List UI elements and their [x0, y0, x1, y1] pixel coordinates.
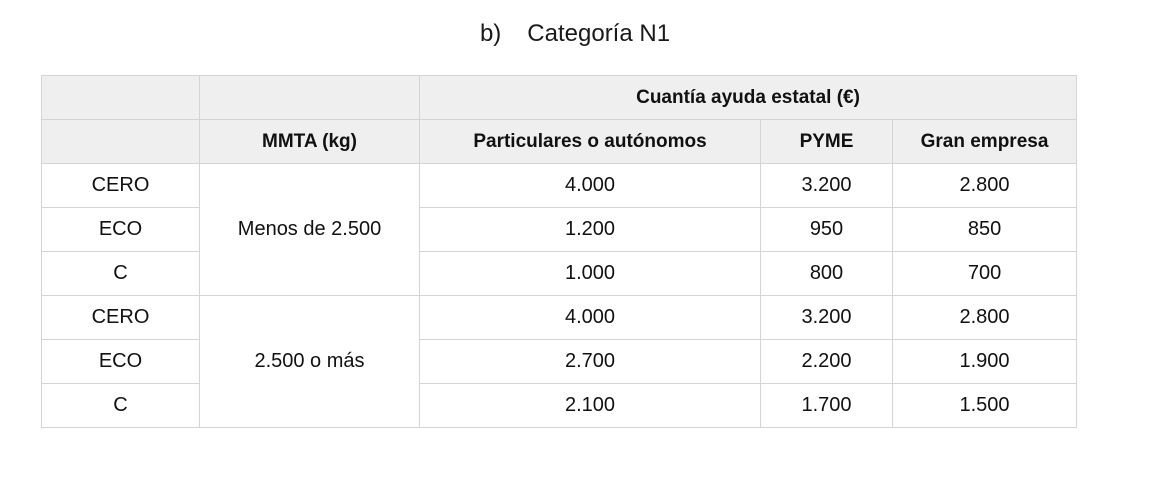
row-label: C [41, 251, 200, 296]
header-empty-cell [199, 75, 420, 120]
particulares-cell: 1.000 [419, 251, 761, 296]
table-row: ECO 2.700 2.200 1.900 [41, 339, 1078, 384]
mmta-cell: Menos de 2.500 [199, 163, 420, 296]
group-header-state-aid: Cuantía ayuda estatal (€) [418, 75, 1078, 120]
particulares-cell: 1.200 [419, 207, 761, 252]
particulares-cell: 2.700 [419, 339, 761, 384]
table-row: CERO 2.500 o más 4.000 3.200 2.800 [41, 295, 1078, 428]
row-label: ECO [41, 339, 200, 384]
particulares-cell: 4.000 [419, 295, 761, 340]
row-label: ECO [41, 207, 200, 252]
row-label: CERO [41, 295, 200, 340]
header-particulares: Particulares o autónomos [419, 119, 761, 164]
pyme-cell: 1.700 [760, 383, 893, 428]
header-row-columns: MMTA (kg) Particulares o autónomos PYME … [41, 119, 1078, 164]
pyme-cell: 2.200 [760, 339, 893, 384]
table-row: CERO Menos de 2.500 4.000 3.200 2.800 [41, 163, 1078, 296]
gran-empresa-cell: 2.800 [891, 295, 1078, 340]
mmta-cell: 2.500 o más [199, 295, 420, 428]
row-label: C [41, 383, 200, 428]
gran-empresa-cell: 850 [891, 207, 1078, 252]
header-empty-cell [41, 75, 200, 120]
header-label-cell [41, 119, 200, 164]
particulares-cell: 2.100 [419, 383, 761, 428]
table-row: C 1.000 800 700 [41, 251, 1078, 296]
pyme-cell: 800 [760, 251, 893, 296]
gran-empresa-cell: 2.800 [891, 163, 1078, 208]
gran-empresa-cell: 700 [891, 251, 1078, 296]
section-marker: b) [479, 20, 502, 47]
table-row: ECO 1.200 950 850 [41, 207, 1078, 252]
table-row: C 2.100 1.700 1.500 [41, 383, 1078, 428]
section-heading: b) Categoría N1 [0, 14, 1150, 54]
row-label: CERO [41, 163, 200, 208]
header-gran-empresa: Gran empresa [891, 119, 1078, 164]
header-pyme: PYME [760, 119, 893, 164]
section-title: Categoría N1 [527, 20, 671, 47]
particulares-cell: 4.000 [419, 163, 761, 208]
pyme-cell: 3.200 [760, 163, 893, 208]
pyme-cell: 3.200 [760, 295, 893, 340]
aid-table: Cuantía ayuda estatal (€) MMTA (kg) Part… [41, 75, 1078, 428]
header-mmta: MMTA (kg) [199, 119, 420, 164]
gran-empresa-cell: 1.500 [891, 383, 1078, 428]
gran-empresa-cell: 1.900 [891, 339, 1078, 384]
header-row-group: Cuantía ayuda estatal (€) [41, 75, 1078, 120]
pyme-cell: 950 [760, 207, 893, 252]
